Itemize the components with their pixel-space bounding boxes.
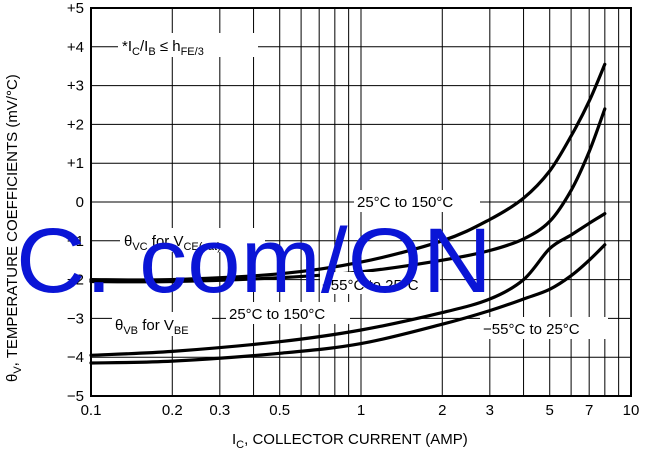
y-tick-label: −2 — [67, 272, 84, 289]
x-tick-label: 0.5 — [269, 402, 290, 419]
vb-cold-label-backing — [480, 317, 608, 339]
x-tick-label: 0.3 — [209, 402, 230, 419]
curves — [89, 62, 607, 365]
y-tick-label: −5 — [67, 388, 84, 405]
x-tick-label: 1 — [357, 402, 365, 419]
theta-vc-label: θVC for VCE(sat) — [124, 233, 221, 253]
x-tick-label: 0.1 — [81, 402, 102, 419]
vc-hot-label-backing — [354, 190, 480, 212]
y-tick-label: −4 — [67, 349, 84, 366]
y-tick-label: +3 — [67, 78, 84, 95]
x-tick-label: 3 — [486, 402, 494, 419]
x-tick-label: 7 — [585, 402, 593, 419]
x-tick-label: 2 — [438, 402, 446, 419]
vc-minus55-25-label: −55°C to 25°C — [322, 277, 419, 294]
y-axis-title: θV, TEMPERATURE COEFFICIENTS (mV/°C) — [4, 74, 24, 382]
y-tick-label: −3 — [67, 310, 84, 327]
x-tick-labels: 0.1 0.2 0.3 0.5 1 2 3 5 7 10 — [81, 402, 640, 419]
vb-hot-label-backing — [226, 302, 350, 324]
y-tick-label: +5 — [67, 0, 84, 17]
vc-label-backing — [120, 228, 265, 252]
y-tick-labels: +5 +4 +3 +2 +1 0 −1 −2 −3 −4 −5 — [67, 0, 84, 405]
vb-minus55-25-label: −55°C to 25°C — [483, 321, 580, 338]
y-tick-label: 0 — [76, 194, 84, 211]
x-tick-label: 0.2 — [162, 402, 183, 419]
series-line-1 — [89, 107, 607, 284]
vc-25-150-label: 25°C to 150°C — [357, 194, 453, 211]
vb-label-backing — [112, 312, 212, 336]
series-line-0 — [89, 62, 607, 282]
series-line-3 — [89, 243, 607, 365]
vb-25-150-label: 25°C to 150°C — [229, 306, 325, 323]
theta-vb-label: θVB for VBE — [115, 317, 189, 337]
y-tick-label: +2 — [67, 116, 84, 133]
x-tick-label: 10 — [623, 402, 640, 419]
ic-ib-note: *IC/IB ≤ hFE/3 — [122, 38, 204, 58]
note-backing — [118, 33, 258, 57]
y-tick-label: +1 — [67, 155, 84, 172]
y-tick-label: −1 — [67, 233, 84, 250]
x-axis-title: IC, COLLECTOR CURRENT (AMP) — [232, 431, 468, 451]
y-tick-label: +4 — [67, 39, 84, 56]
series-line-2 — [89, 212, 607, 357]
vc-cold-label-backing — [320, 272, 440, 294]
watermark: C. com/ON — [16, 210, 492, 312]
x-tick-label: 5 — [546, 402, 554, 419]
plot-frame — [90, 7, 632, 397]
